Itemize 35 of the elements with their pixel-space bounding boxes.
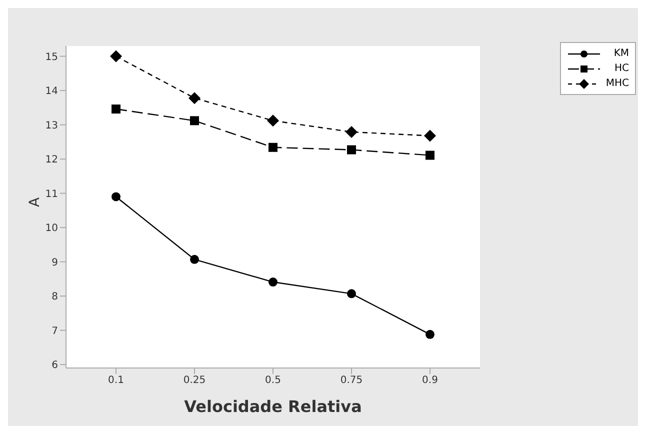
- point: [112, 192, 120, 202]
- y-tick-label: 6: [52, 360, 58, 372]
- point: [112, 104, 120, 114]
- point: [190, 116, 199, 126]
- point: [110, 50, 122, 62]
- legend-label: MHC: [606, 78, 629, 89]
- point: [346, 126, 358, 138]
- y-tick-label: 13: [45, 120, 58, 132]
- point: [426, 330, 434, 339]
- x-tick-label: 0.25: [183, 375, 206, 386]
- x-tick-label: 0.5: [265, 375, 281, 386]
- point: [188, 92, 200, 104]
- point: [267, 114, 279, 127]
- y-tick-label: 11: [45, 188, 58, 200]
- y-tick-label: 7: [52, 326, 58, 337]
- y-tick-label: 14: [45, 86, 58, 98]
- point: [424, 130, 436, 142]
- x-axis-title: Velocidade Relativa: [184, 397, 362, 416]
- point: [347, 289, 356, 298]
- point: [190, 254, 199, 264]
- y-axis-title: A: [26, 197, 43, 207]
- x-tick-label: 0.1: [108, 375, 124, 386]
- y-tick-label: 9: [52, 257, 58, 268]
- y-tick-label: 12: [45, 154, 58, 166]
- point: [268, 142, 278, 152]
- legend-label: KM: [614, 48, 629, 59]
- x-tick-label: 0.75: [340, 375, 363, 386]
- point: [347, 145, 356, 154]
- y-tick-label: 10: [45, 223, 58, 234]
- y-tick-label: 8: [52, 292, 58, 303]
- legend-label: HC: [614, 63, 629, 74]
- point: [426, 150, 434, 160]
- x-tick-label: 0.9: [422, 375, 438, 386]
- point: [268, 278, 278, 287]
- y-tick-label: 15: [45, 52, 58, 63]
